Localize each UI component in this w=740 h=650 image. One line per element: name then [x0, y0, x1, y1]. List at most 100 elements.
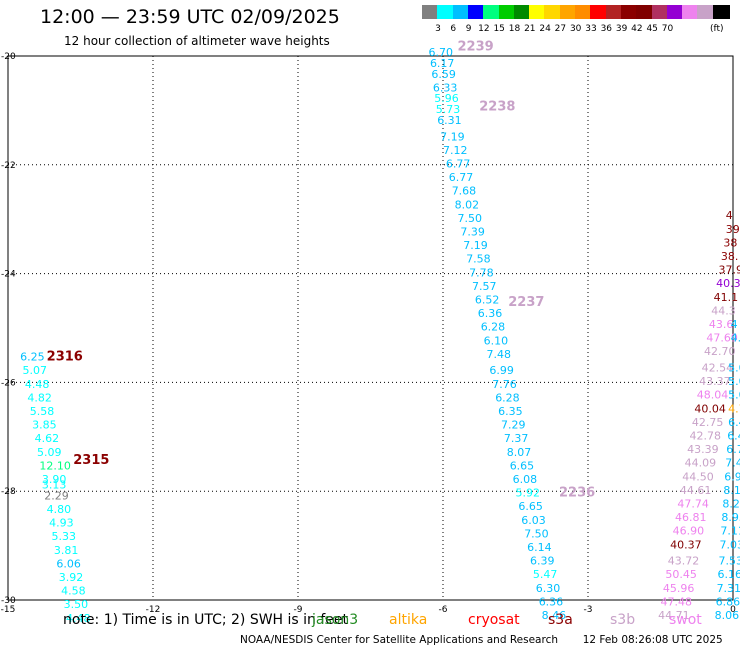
color-swatch	[544, 5, 562, 19]
color-legend-label: 6	[450, 24, 457, 34]
data-label: 6.25	[20, 351, 45, 364]
data-label: 5.73	[436, 103, 461, 116]
data-label: 5.47	[533, 568, 558, 581]
data-label: 4.58	[61, 585, 86, 598]
data-label: 40.3	[716, 277, 740, 290]
data-label: 7.53	[719, 555, 740, 568]
data-label: 3.13	[42, 478, 66, 491]
color-swatch	[651, 5, 669, 19]
data-label: 46.90	[673, 525, 705, 538]
color-swatch	[437, 5, 455, 19]
data-label: 6.36	[539, 595, 564, 608]
color-legend-unit: (ft)	[710, 24, 724, 34]
data-label: 6.28	[481, 321, 506, 334]
data-label: 4.80	[47, 503, 72, 516]
data-label: 4.93	[49, 517, 73, 530]
data-label: 8.1	[723, 484, 740, 497]
data-label: 38	[723, 236, 737, 249]
data-label: 3.90	[42, 473, 66, 486]
pass-label: 2316	[47, 350, 83, 365]
color-swatch	[467, 5, 485, 19]
data-label: 7.37	[504, 432, 529, 445]
data-label: 7.78	[469, 266, 494, 279]
data-label: 8.95	[721, 511, 740, 524]
y-tick-label: -20	[1, 52, 16, 62]
data-label: 4.48	[66, 612, 91, 625]
color-swatch	[590, 5, 608, 19]
data-label: 6.14	[527, 541, 552, 554]
data-label: 43.6	[709, 318, 734, 331]
color-swatch	[605, 5, 623, 19]
data-label: 5.92	[516, 487, 541, 500]
data-label: 3.85	[32, 419, 57, 432]
data-label: 6.03	[521, 514, 546, 527]
plot-frame	[7, 55, 734, 601]
data-label: 44.50	[682, 470, 714, 483]
data-label: 48.04	[697, 389, 729, 402]
data-label: 47.48	[661, 595, 693, 608]
page-subtitle: 12 hour collection of altimeter wave hei…	[64, 34, 330, 48]
data-label: 47.74	[677, 498, 709, 511]
data-label: 7.48	[487, 348, 512, 361]
data-label: 43.37	[699, 375, 731, 388]
color-swatch	[483, 5, 501, 19]
data-label: 7.29	[501, 419, 526, 432]
satellite-legend-cryosat: cryosat	[468, 612, 520, 628]
data-label: 4	[726, 209, 733, 222]
data-label: 6.59	[431, 68, 456, 81]
data-label: 6.10	[484, 334, 509, 347]
data-label: 38.	[721, 250, 739, 263]
color-legend-label: 24	[539, 24, 551, 34]
data-label: 7.57	[472, 280, 497, 293]
data-label: 3.92	[59, 571, 84, 584]
data-label: 6.30	[536, 582, 561, 595]
data-label: 6.17	[430, 57, 455, 70]
x-tick-label: -6	[439, 605, 448, 615]
page-title: 12:00 — 23:59 UTC 02/09/2025	[40, 6, 340, 28]
data-label: 6.77	[446, 158, 471, 171]
color-swatch	[682, 5, 700, 19]
data-label: 4.82	[27, 391, 52, 404]
data-label: 6.16	[718, 568, 740, 581]
data-label: 7.31	[717, 582, 740, 595]
data-label: 7.58	[466, 253, 491, 266]
satellite-legend-s3a: s3a	[548, 612, 573, 628]
pass-label: 2315	[73, 453, 109, 468]
data-label: 3.50	[64, 598, 88, 611]
data-label: 5.0	[728, 362, 740, 375]
color-swatch	[559, 5, 577, 19]
data-label: 47.69	[706, 332, 738, 345]
data-label: 6.33	[433, 81, 458, 94]
color-legend-label: 27	[554, 24, 567, 34]
data-label: 3.81	[54, 544, 79, 557]
color-legend-label: 18	[508, 24, 521, 34]
data-label: 44.3	[711, 304, 736, 317]
data-label: 7.12	[443, 144, 468, 157]
data-label: 6.65	[518, 500, 543, 513]
data-label: 2.29	[44, 489, 69, 502]
data-label: 40.04	[694, 402, 726, 415]
color-swatch	[697, 5, 715, 19]
data-label: 42.70	[704, 345, 736, 358]
color-legend-label: 3	[435, 24, 441, 34]
data-label: 8.07	[507, 446, 532, 459]
color-swatch	[498, 5, 516, 19]
data-label: 4.62	[35, 432, 60, 445]
color-swatch	[529, 5, 547, 19]
data-label: 44.61	[680, 484, 712, 497]
data-label: 44.71	[658, 609, 690, 622]
data-label: 39	[726, 223, 740, 236]
data-label: 5.09	[37, 446, 62, 459]
data-label: 7.19	[440, 130, 465, 143]
data-label: 37.9	[719, 264, 740, 277]
satellite-legend-jason3: jason3	[312, 612, 359, 628]
data-label: 8.46	[542, 609, 567, 622]
data-label: 7.39	[460, 226, 485, 239]
pass-label: 2236	[559, 486, 595, 501]
data-label: 5.33	[52, 530, 77, 543]
color-legend-label: 21	[524, 24, 536, 34]
color-legend-label: 9	[465, 24, 472, 34]
footer-note: note: 1) Time is in UTC; 2) SWH is in fe…	[63, 612, 349, 628]
data-label: 7.50	[524, 527, 549, 540]
